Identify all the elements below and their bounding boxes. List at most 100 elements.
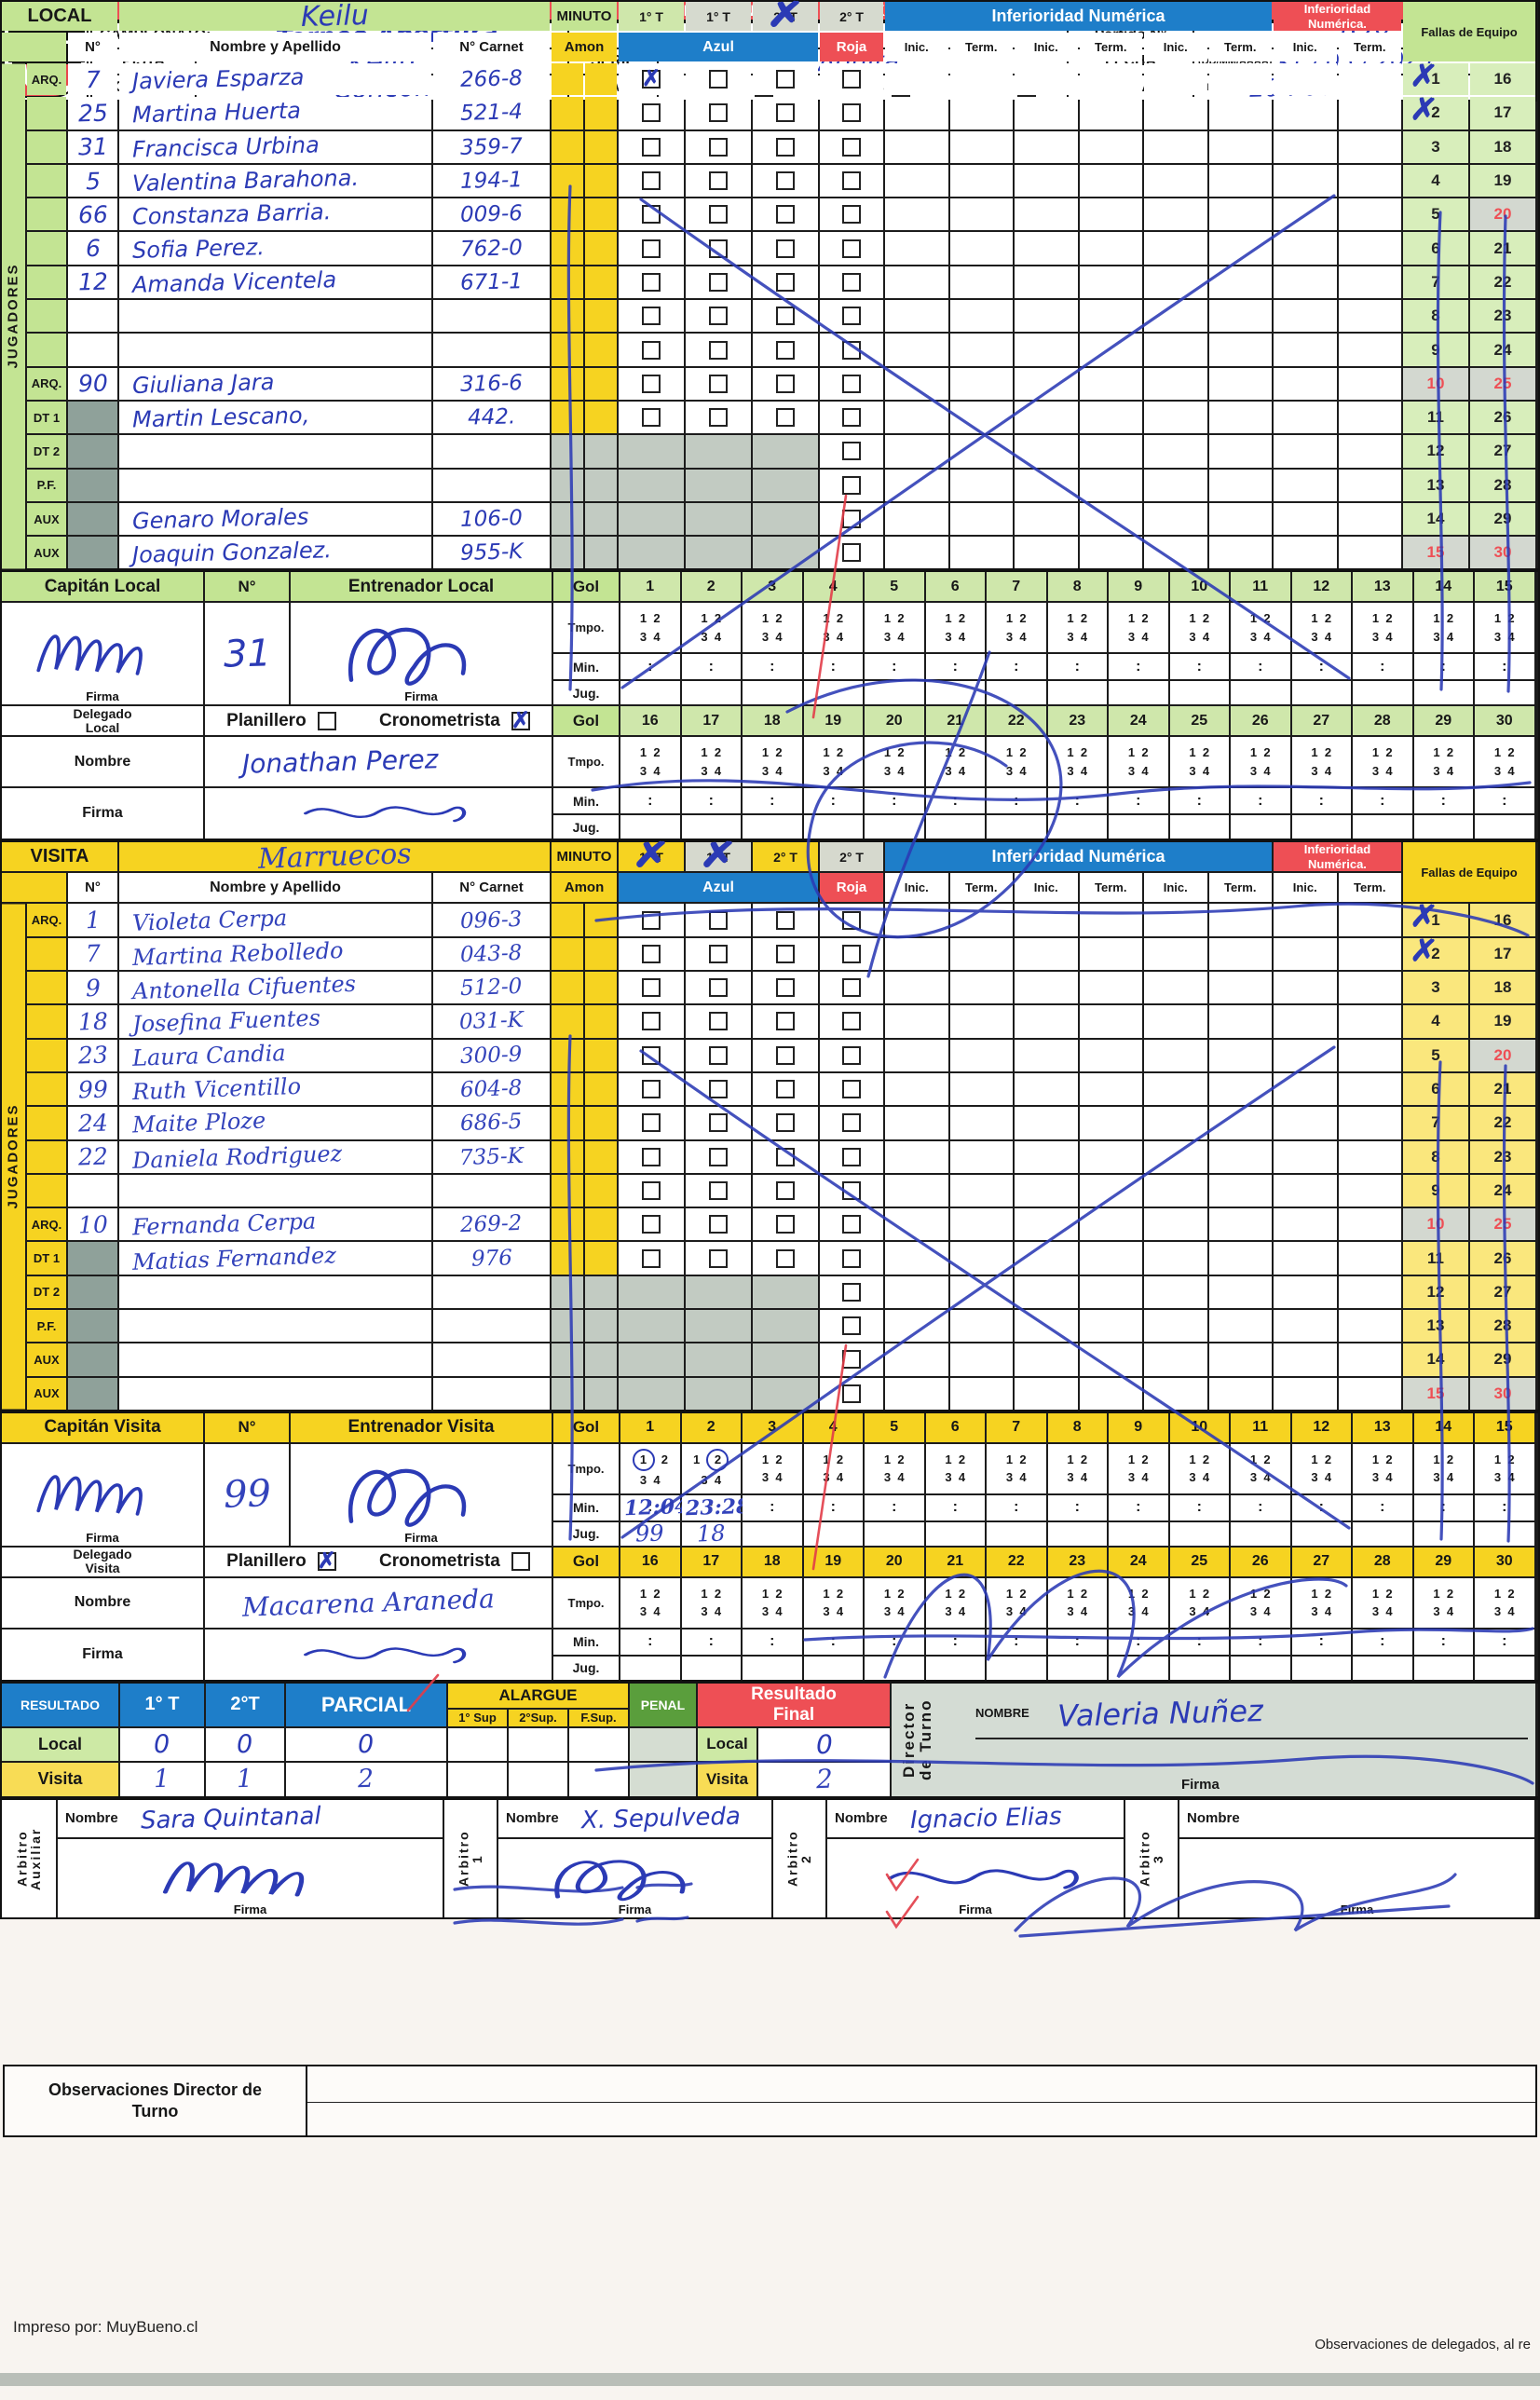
local-inferioridad-cell[interactable] bbox=[949, 334, 1013, 366]
local-min-cell[interactable]: : bbox=[681, 788, 741, 814]
local-azul-checkbox-cell[interactable] bbox=[753, 367, 818, 400]
local-inferioridad-cell[interactable] bbox=[1079, 97, 1142, 130]
local-jug-cell[interactable] bbox=[1169, 681, 1229, 705]
local-azul-checkbox-cell[interactable] bbox=[619, 130, 684, 163]
local-amon-cell[interactable] bbox=[552, 401, 583, 434]
visita-inferioridad-cell[interactable] bbox=[949, 972, 1013, 1004]
local-inferioridad-cell[interactable] bbox=[1079, 164, 1142, 198]
local-amon-cell[interactable] bbox=[552, 469, 583, 501]
visita-inferioridad-cell[interactable] bbox=[1015, 1174, 1078, 1207]
local-inferioridad-cell[interactable] bbox=[1208, 266, 1272, 299]
local-azul-checkbox-cell[interactable] bbox=[619, 334, 684, 366]
visita-jug-cell[interactable] bbox=[1413, 1656, 1473, 1680]
visita-jug-cell[interactable] bbox=[1475, 1521, 1534, 1546]
visita-min-cell[interactable]: : bbox=[1231, 1494, 1290, 1520]
visita-azul-checkbox-cell[interactable] bbox=[686, 1343, 751, 1376]
visita-delegado-firma[interactable] bbox=[205, 1629, 552, 1680]
local-amon-cell[interactable] bbox=[552, 130, 583, 163]
local-amon-cell[interactable] bbox=[585, 232, 617, 265]
visita-capitan-firma[interactable]: Firma bbox=[2, 1443, 203, 1546]
visita-azul-checkbox-cell[interactable] bbox=[619, 1005, 684, 1038]
local-planillero-checkbox[interactable] bbox=[317, 711, 336, 730]
local-inferioridad-cell[interactable] bbox=[1338, 266, 1401, 299]
visita-inferioridad-cell[interactable] bbox=[949, 1343, 1013, 1376]
visita-min-cell[interactable]: : bbox=[1109, 1494, 1168, 1520]
local-inferioridad-cell[interactable] bbox=[1274, 198, 1337, 231]
visita-inferioridad-cell[interactable] bbox=[1208, 1140, 1272, 1173]
visita-inferioridad-cell[interactable] bbox=[1015, 1039, 1078, 1071]
local-inferioridad-cell[interactable] bbox=[885, 232, 948, 265]
visita-jug-cell[interactable] bbox=[1169, 1521, 1229, 1546]
local-jug-cell[interactable] bbox=[803, 815, 863, 839]
visita-entrenador-firma[interactable]: Firma bbox=[291, 1443, 552, 1546]
local-inferioridad-cell[interactable] bbox=[1208, 63, 1272, 96]
visita-azul-checkbox-cell[interactable] bbox=[619, 1377, 684, 1410]
local-inferioridad-cell[interactable] bbox=[1144, 435, 1207, 468]
local-inferioridad-cell[interactable] bbox=[1015, 401, 1078, 434]
local-min-cell[interactable]: : bbox=[743, 788, 802, 814]
visita-min-cell[interactable]: : bbox=[1047, 1494, 1107, 1520]
visita-inferioridad-cell[interactable] bbox=[949, 904, 1013, 936]
visita-inferioridad-cell[interactable] bbox=[949, 1275, 1013, 1309]
local-roja-checkbox-cell[interactable] bbox=[820, 537, 883, 569]
local-min-cell[interactable]: : bbox=[1413, 654, 1473, 680]
visita-amon-cell[interactable] bbox=[552, 1377, 583, 1410]
local-azul-checkbox-cell[interactable] bbox=[686, 435, 751, 468]
visita-amon-cell[interactable] bbox=[585, 1072, 617, 1106]
local-azul-checkbox-cell[interactable] bbox=[753, 232, 818, 265]
local-jug-cell[interactable] bbox=[865, 815, 924, 839]
local-inferioridad-cell[interactable] bbox=[1144, 537, 1207, 569]
local-roja-checkbox-cell[interactable] bbox=[820, 367, 883, 400]
visita-azul-checkbox-cell[interactable] bbox=[753, 1005, 818, 1038]
visita-inferioridad-cell[interactable] bbox=[885, 1107, 948, 1139]
local-inferioridad-cell[interactable] bbox=[1274, 63, 1337, 96]
visita-inferioridad-cell[interactable] bbox=[1079, 1208, 1142, 1241]
local-min-cell[interactable]: : bbox=[803, 654, 863, 680]
visita-inferioridad-cell[interactable] bbox=[1208, 937, 1272, 971]
local-roja-checkbox-cell[interactable] bbox=[820, 300, 883, 333]
visita-inferioridad-cell[interactable] bbox=[1274, 1039, 1337, 1071]
visita-azul-checkbox-cell[interactable] bbox=[686, 1275, 751, 1309]
visita-inferioridad-cell[interactable] bbox=[1144, 937, 1207, 971]
local-inferioridad-cell[interactable] bbox=[885, 63, 948, 96]
visita-jug-cell[interactable] bbox=[865, 1521, 924, 1546]
local-min-cell[interactable]: : bbox=[620, 654, 680, 680]
local-inferioridad-cell[interactable] bbox=[1208, 537, 1272, 569]
local-jug-cell[interactable] bbox=[803, 681, 863, 705]
visita-amon-cell[interactable] bbox=[585, 904, 617, 936]
local-min-cell[interactable]: : bbox=[681, 654, 741, 680]
local-azul-checkbox-cell[interactable] bbox=[619, 63, 684, 96]
visita-inferioridad-cell[interactable] bbox=[1144, 1343, 1207, 1376]
local-azul-checkbox-cell[interactable] bbox=[686, 401, 751, 434]
visita-azul-checkbox-cell[interactable] bbox=[753, 1107, 818, 1139]
visita-jug-cell[interactable] bbox=[865, 1656, 924, 1680]
local-amon-cell[interactable] bbox=[552, 300, 583, 333]
visita-min-cell[interactable]: : bbox=[743, 1494, 802, 1520]
visita-inferioridad-cell[interactable] bbox=[949, 1174, 1013, 1207]
visita-inferioridad-cell[interactable] bbox=[1274, 1174, 1337, 1207]
local-min-cell[interactable]: : bbox=[1169, 788, 1229, 814]
local-min-cell[interactable]: : bbox=[865, 788, 924, 814]
visita-roja-checkbox-cell[interactable] bbox=[820, 1310, 883, 1343]
visita-jug-cell[interactable] bbox=[1231, 1656, 1290, 1680]
local-inferioridad-cell[interactable] bbox=[1015, 300, 1078, 333]
visita-inferioridad-cell[interactable] bbox=[1338, 1072, 1401, 1106]
visita-amon-cell[interactable] bbox=[552, 1140, 583, 1173]
visita-inferioridad-cell[interactable] bbox=[949, 1039, 1013, 1071]
local-inferioridad-cell[interactable] bbox=[1338, 537, 1401, 569]
visita-azul-checkbox-cell[interactable] bbox=[686, 1039, 751, 1071]
visita-inferioridad-cell[interactable] bbox=[1015, 1140, 1078, 1173]
local-inferioridad-cell[interactable] bbox=[1208, 469, 1272, 501]
visita-azul-checkbox-cell[interactable] bbox=[686, 1005, 751, 1038]
local-inferioridad-cell[interactable] bbox=[1144, 401, 1207, 434]
local-azul-checkbox-cell[interactable] bbox=[753, 97, 818, 130]
